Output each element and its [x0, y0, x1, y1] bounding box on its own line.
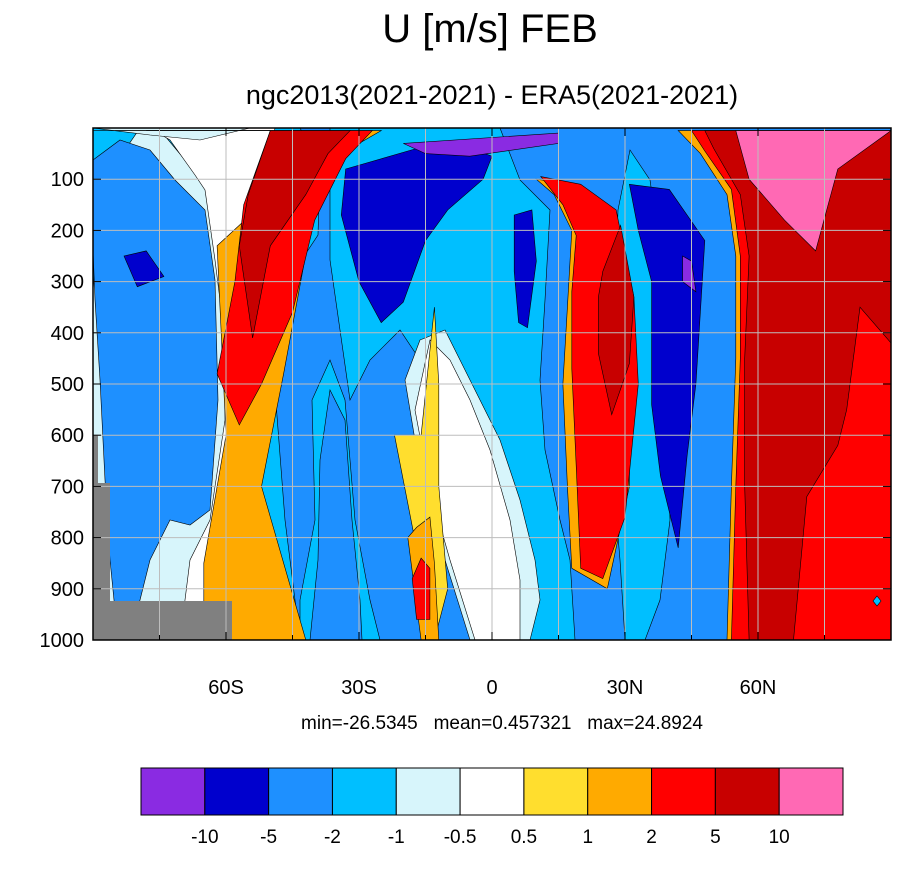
contour-band-neg2	[309, 389, 363, 640]
contour-region-neg10	[682, 255, 697, 293]
x-tick-label: 0	[486, 677, 497, 699]
y-tick-label: 600	[51, 425, 84, 447]
colorbar-swatch	[651, 767, 716, 816]
colorbar-label: 0.5	[511, 827, 537, 848]
colorbar-label: 2	[646, 827, 657, 848]
colorbar-swatch	[523, 767, 589, 816]
x-tick-label: 60N	[740, 677, 777, 699]
colorbar: -10 -5 -2 -1 -0.5 0.5 1 2 5 10	[140, 767, 844, 848]
colorbar-swatch	[140, 767, 206, 816]
colorbar-swatch	[714, 767, 780, 816]
y-tick-label: 500	[51, 374, 84, 396]
contour-region-pos10	[704, 130, 891, 640]
y-tick-label: 200	[51, 220, 84, 242]
colorbar-label: 10	[769, 827, 790, 848]
contour-region-neg1	[872, 595, 882, 607]
y-tick-label: 800	[51, 528, 84, 550]
x-tick-label: 60S	[208, 677, 244, 699]
colorbar-swatch	[395, 767, 461, 816]
y-tick-label: 100	[51, 169, 84, 191]
contour-region-neg5	[123, 250, 165, 288]
colorbar-label: -0.5	[444, 827, 477, 848]
colorbar-swatch	[587, 767, 653, 816]
missing-data	[93, 435, 232, 640]
colorbar-label: 5	[710, 827, 721, 848]
chart-subtitle: ngc2013(2021-2021) - ERA5(2021-2021)	[246, 80, 738, 110]
colorbar-label: -10	[191, 827, 218, 848]
plot-area: 60S 30S 0 30N 60N 100 200 300 400 500 600 700 800 900…	[40, 127, 892, 699]
contour-region-neg10	[403, 132, 559, 157]
colorbar-swatch	[459, 767, 525, 816]
colorbar-swatch	[204, 767, 270, 816]
contour-region-neg5	[513, 209, 537, 329]
missing-data-region	[93, 435, 232, 640]
chart-title: U [m/s] FEB	[382, 7, 598, 51]
x-tick-label: 30S	[341, 677, 377, 699]
colorbar-label: -5	[260, 827, 277, 848]
x-tick-label: 30N	[607, 677, 644, 699]
colorbar-swatch	[268, 767, 333, 816]
contour-band-neg05	[93, 128, 251, 141]
y-tick-label: 700	[51, 476, 84, 498]
stats-text: min=-26.5345 mean=0.457321 max=24.8924	[301, 713, 703, 734]
colorbar-swatch	[778, 767, 844, 816]
colorbar-swatch	[331, 767, 397, 816]
colorbar-label: -2	[324, 827, 341, 848]
y-tick-label: 900	[51, 579, 84, 601]
y-tick-label: 400	[51, 323, 84, 345]
contour-region-pos10	[146, 130, 351, 338]
colorbar-label: -1	[388, 827, 405, 848]
colorbar-label: 1	[582, 827, 593, 848]
y-tick-label: 300	[51, 272, 84, 294]
contour-band-neg2	[93, 139, 219, 640]
y-tick-label: 1000	[40, 630, 85, 652]
